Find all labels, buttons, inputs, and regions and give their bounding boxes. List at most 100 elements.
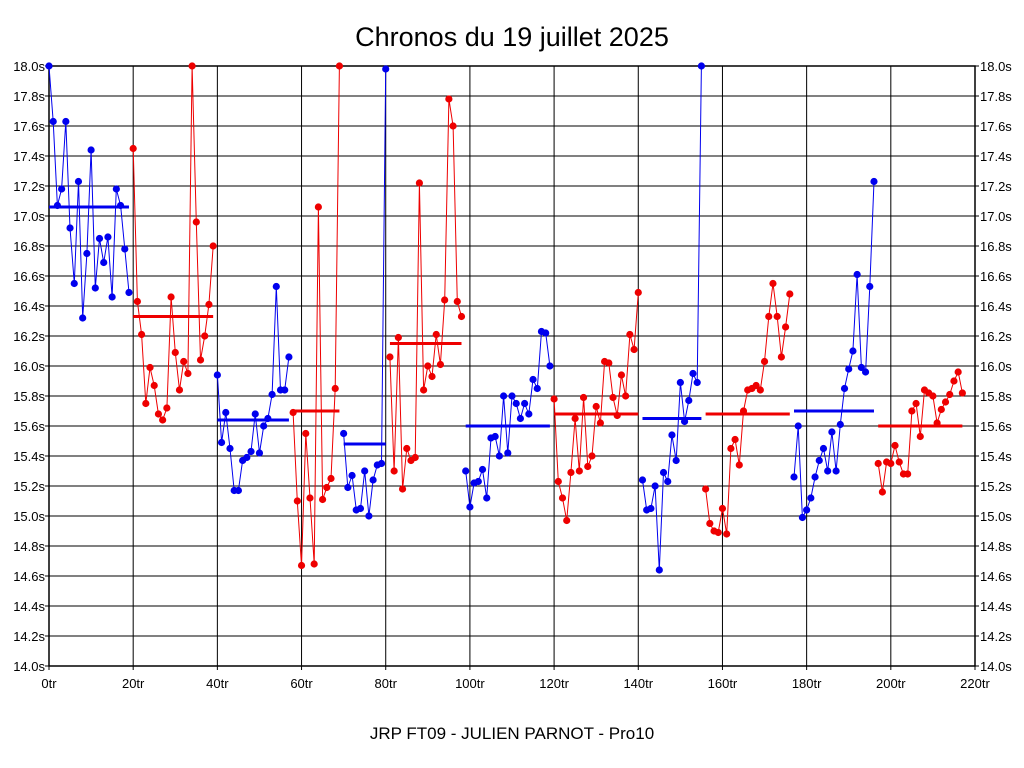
data-point-red <box>146 363 154 372</box>
data-point-blue <box>845 365 853 373</box>
data-point-red <box>331 384 339 393</box>
data-point-blue <box>474 477 482 486</box>
data-point-red <box>314 203 322 211</box>
data-point-red <box>201 332 209 340</box>
y-tick-label-right: 16.0s <box>980 359 1012 374</box>
data-point-red <box>457 312 466 321</box>
x-tick-label: 100tr <box>455 676 485 691</box>
x-tick-label: 0tr <box>41 676 57 691</box>
data-point-blue <box>121 245 129 253</box>
data-point-red <box>929 392 937 400</box>
data-point-blue <box>689 369 697 378</box>
y-tick-label-right: 15.6s <box>980 419 1012 434</box>
data-point-blue <box>53 201 62 210</box>
data-point-red <box>386 353 394 361</box>
data-point-red <box>584 462 592 471</box>
data-point-red <box>415 179 423 187</box>
data-point-blue <box>525 410 533 418</box>
y-tick-label-left: 15.0s <box>13 509 45 524</box>
x-tick-label: 60tr <box>290 676 313 691</box>
data-point-red <box>912 399 920 408</box>
data-point-red <box>318 495 327 504</box>
data-point-blue <box>790 473 798 481</box>
data-point-blue <box>828 428 836 436</box>
data-point-red <box>588 452 596 460</box>
data-point-blue <box>377 459 386 468</box>
data-point-blue <box>281 386 289 394</box>
data-point-red <box>937 405 945 414</box>
data-point-red <box>878 488 887 496</box>
x-tick-label: 20tr <box>122 676 145 691</box>
data-point-red <box>777 353 785 361</box>
y-tick-label-right: 15.8s <box>980 389 1012 404</box>
data-point-blue <box>504 449 512 457</box>
data-point-blue <box>91 284 99 292</box>
y-tick-label-right: 15.4s <box>980 449 1012 464</box>
data-point-blue <box>222 408 230 417</box>
data-point-red <box>192 218 200 226</box>
y-tick-label-right: 14.4s <box>980 599 1012 614</box>
x-tick-label: 200tr <box>876 676 906 691</box>
y-tick-label-right: 14.8s <box>980 539 1012 554</box>
data-point-red <box>436 360 445 369</box>
data-point-red <box>411 453 419 462</box>
data-point-red <box>209 242 217 250</box>
data-point-blue <box>466 503 474 511</box>
data-point-blue <box>247 447 255 456</box>
data-point-blue <box>676 378 684 387</box>
data-point-blue <box>655 566 663 574</box>
data-point-red <box>398 485 407 493</box>
chart-subtitle: JRP FT09 - JULIEN PARNOT - Pro10 <box>370 724 654 743</box>
data-point-red <box>403 444 411 453</box>
y-tick-label-left: 16.0s <box>13 359 45 374</box>
data-point-blue <box>697 62 706 70</box>
data-point-blue <box>79 314 87 322</box>
data-point-blue <box>66 224 74 232</box>
data-point-red <box>617 371 626 379</box>
data-point-blue <box>264 414 272 423</box>
data-point-blue <box>794 422 802 430</box>
y-tick-label-left: 17.2s <box>13 179 45 194</box>
data-point-red <box>567 468 575 477</box>
x-tick-label: 180tr <box>792 676 822 691</box>
data-point-red <box>622 392 630 400</box>
y-tick-label-left: 17.8s <box>13 89 45 104</box>
data-point-blue <box>693 378 701 387</box>
x-tick-label: 160tr <box>708 676 738 691</box>
data-point-blue <box>95 234 104 243</box>
data-point-red <box>609 393 617 402</box>
y-tick-label-right: 14.6s <box>980 569 1012 584</box>
data-point-blue <box>870 177 878 186</box>
data-point-blue <box>836 420 844 429</box>
y-tick-label-right: 17.4s <box>980 149 1012 164</box>
data-point-red <box>180 357 188 366</box>
data-point-red <box>752 381 760 390</box>
x-tick-label: 120tr <box>539 676 569 691</box>
data-point-red <box>630 345 638 354</box>
data-point-red <box>563 516 571 525</box>
data-point-red <box>453 297 461 306</box>
series-line-red <box>132 65 214 422</box>
data-point-red <box>904 470 912 478</box>
series <box>45 62 966 574</box>
data-point-blue <box>365 512 373 520</box>
data-point-red <box>596 419 604 427</box>
data-point-red <box>138 330 146 339</box>
y-tick-label-left: 16.2s <box>13 329 45 344</box>
data-point-blue <box>849 347 857 355</box>
data-point-red <box>613 411 621 420</box>
data-point-blue <box>272 282 280 291</box>
data-point-blue <box>857 363 865 372</box>
data-point-red <box>908 407 916 415</box>
y-tick-label-left: 14.2s <box>13 629 45 644</box>
data-point-red <box>205 300 213 309</box>
chart-title: Chronos du 19 juillet 2025 <box>355 22 669 52</box>
data-point-blue <box>668 431 676 439</box>
data-point-red <box>933 419 941 427</box>
data-point-red <box>706 519 714 528</box>
data-point-blue <box>361 467 369 475</box>
data-point-red <box>765 312 773 321</box>
data-point-blue <box>116 201 125 210</box>
data-point-red <box>941 398 950 406</box>
y-tick-label-right: 17.2s <box>980 179 1012 194</box>
